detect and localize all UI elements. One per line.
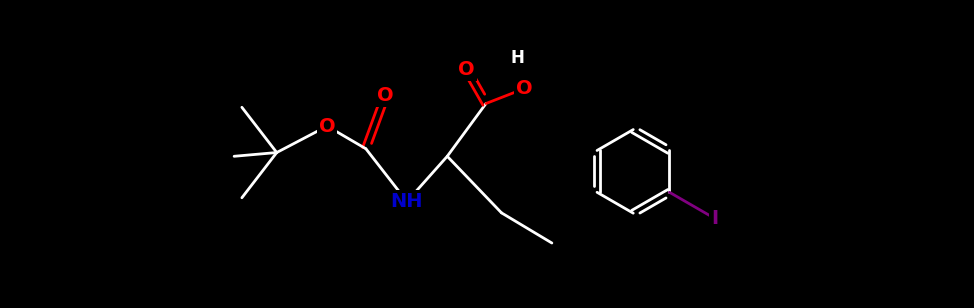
Text: I: I — [711, 209, 718, 228]
Text: O: O — [377, 87, 393, 105]
Text: O: O — [459, 60, 475, 79]
Text: O: O — [516, 79, 533, 98]
Text: H: H — [510, 49, 524, 67]
Text: O: O — [318, 117, 335, 136]
Text: NH: NH — [391, 192, 423, 211]
